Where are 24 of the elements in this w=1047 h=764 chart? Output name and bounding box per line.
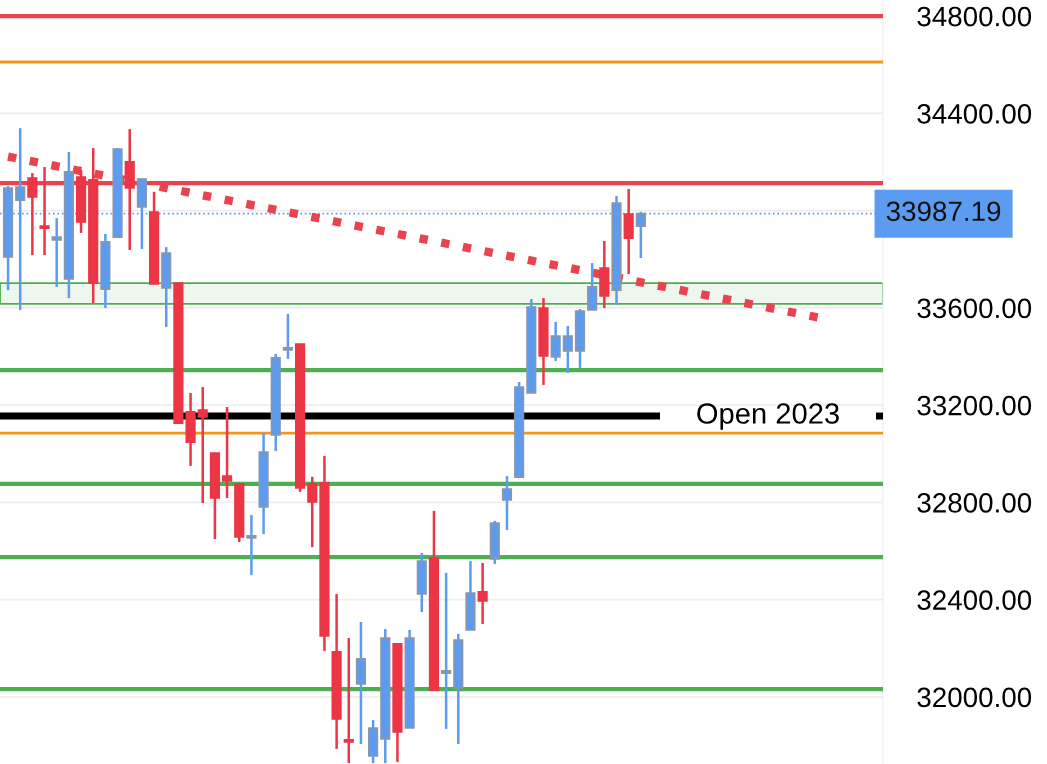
y-tick-label: 33200.00 (917, 395, 1032, 416)
y-tick-label: 32400.00 (917, 590, 1032, 610)
candlestick (343, 636, 354, 764)
candlestick (221, 405, 233, 500)
candlestick (246, 513, 257, 577)
candlestick (51, 216, 62, 289)
candlestick (27, 171, 38, 257)
y-tick-label: 34400.00 (917, 103, 1032, 124)
y-tick-label: 34800.00 (917, 6, 1032, 27)
candlestick (39, 165, 50, 257)
ref-line-label: Open 2023 (697, 403, 839, 430)
candlestick (562, 324, 573, 375)
y-tick-label: 33600.00 (917, 298, 1032, 319)
y-tick-label: 32000.00 (917, 687, 1032, 708)
candlestick (477, 561, 488, 626)
candlestick (587, 261, 598, 312)
ref-line-label: 33987.19 (886, 201, 1001, 222)
candlestick (197, 385, 208, 505)
candlestick (307, 475, 318, 549)
candlestick (501, 474, 513, 532)
candlestick (550, 320, 561, 363)
candlestick (441, 571, 452, 731)
candlestick (282, 312, 294, 361)
y-tick-label: 32800.00 (917, 493, 1032, 513)
